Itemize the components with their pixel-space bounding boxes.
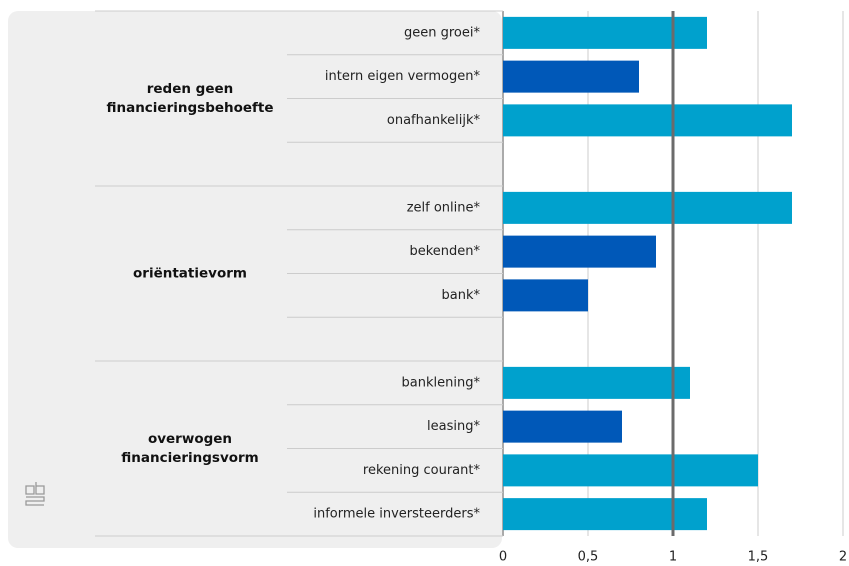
bar xyxy=(503,235,656,268)
category-label: banklening* xyxy=(402,375,481,390)
x-tick-label: 0 xyxy=(499,550,507,565)
bar xyxy=(503,191,792,224)
bar xyxy=(503,279,588,312)
group-label: overwogen financieringsvorm xyxy=(121,430,259,466)
cbs-logo xyxy=(25,482,45,506)
x-tick-label: 2 xyxy=(839,550,847,565)
category-label: leasing* xyxy=(427,419,480,434)
x-tick-label: 1,5 xyxy=(748,550,769,565)
bar xyxy=(503,366,690,399)
category-label: informele inversteerders* xyxy=(313,507,480,522)
category-label: bekenden* xyxy=(409,244,480,259)
bar xyxy=(503,498,707,531)
bar xyxy=(503,410,622,443)
bar xyxy=(503,104,792,137)
bar xyxy=(503,16,707,49)
category-label: rekening courant* xyxy=(363,463,481,478)
x-tick-label: 0,5 xyxy=(578,550,599,565)
category-label: geen groei* xyxy=(404,25,480,40)
group-label: oriëntatievorm xyxy=(133,265,247,281)
category-label: onafhankelijk* xyxy=(387,113,481,128)
bar xyxy=(503,60,639,93)
x-tick-label: 1 xyxy=(669,550,677,565)
label-panel xyxy=(8,11,502,548)
category-label: bank* xyxy=(442,288,481,303)
group-label: reden geen financieringsbehoefte xyxy=(106,80,274,116)
category-label: intern eigen vermogen* xyxy=(325,69,481,84)
category-label: zelf online* xyxy=(407,200,481,215)
bar xyxy=(503,454,758,487)
